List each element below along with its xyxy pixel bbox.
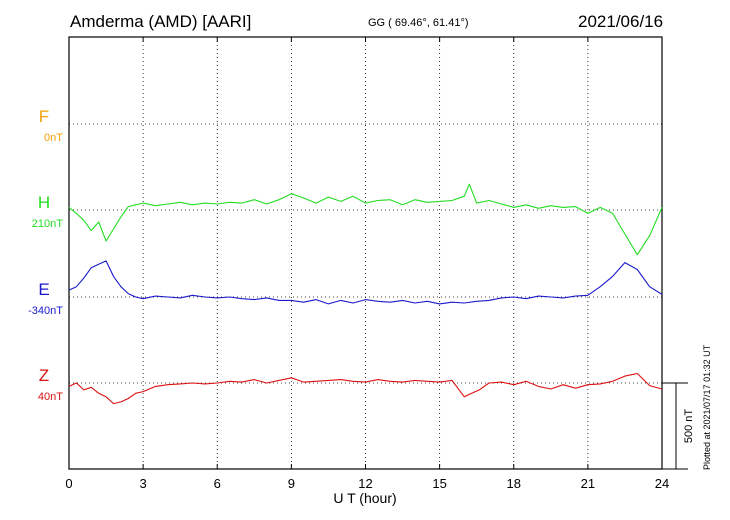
x-tick-label: 15 [432,476,446,491]
station-title: Amderma (AMD) [AARI] [70,12,252,31]
series-name-E: E [38,280,49,299]
series-line-H [68,183,663,256]
x-tick-label: 9 [288,476,295,491]
x-tick-label: 0 [65,476,72,491]
series-line-E [68,260,663,305]
x-axis-label: U T (hour) [333,490,396,506]
series-name-Z: Z [39,366,49,385]
scale-bar: 500 nT [662,382,695,470]
scale-bar-label: 500 nT [683,409,695,444]
series-line-Z [68,372,663,405]
coordinates-label: GG ( 69.46°, 61.41°) [368,17,469,29]
series-baseline-E: -340nT [28,305,63,317]
x-tick-label: 21 [581,476,595,491]
series-lines [68,183,663,405]
series-baseline-Z: 40nT [38,391,63,403]
x-tick-label: 12 [358,476,372,491]
series-labels: F 0nT H 210nT E -340nT Z 40nT [28,107,63,403]
series-name-H: H [38,193,50,212]
series-name-F: F [39,107,49,126]
x-tick-label: 6 [214,476,221,491]
grid [69,37,662,469]
x-tick-label: 24 [655,476,669,491]
series-baseline-H: 210nT [32,218,63,230]
x-axis: 0 3 6 9 12 15 18 21 24 [65,37,669,491]
x-tick-label: 18 [507,476,521,491]
date-label: 2021/06/16 [578,12,664,31]
series-baseline-F: 0nT [44,132,63,144]
x-tick-label: 3 [140,476,147,491]
